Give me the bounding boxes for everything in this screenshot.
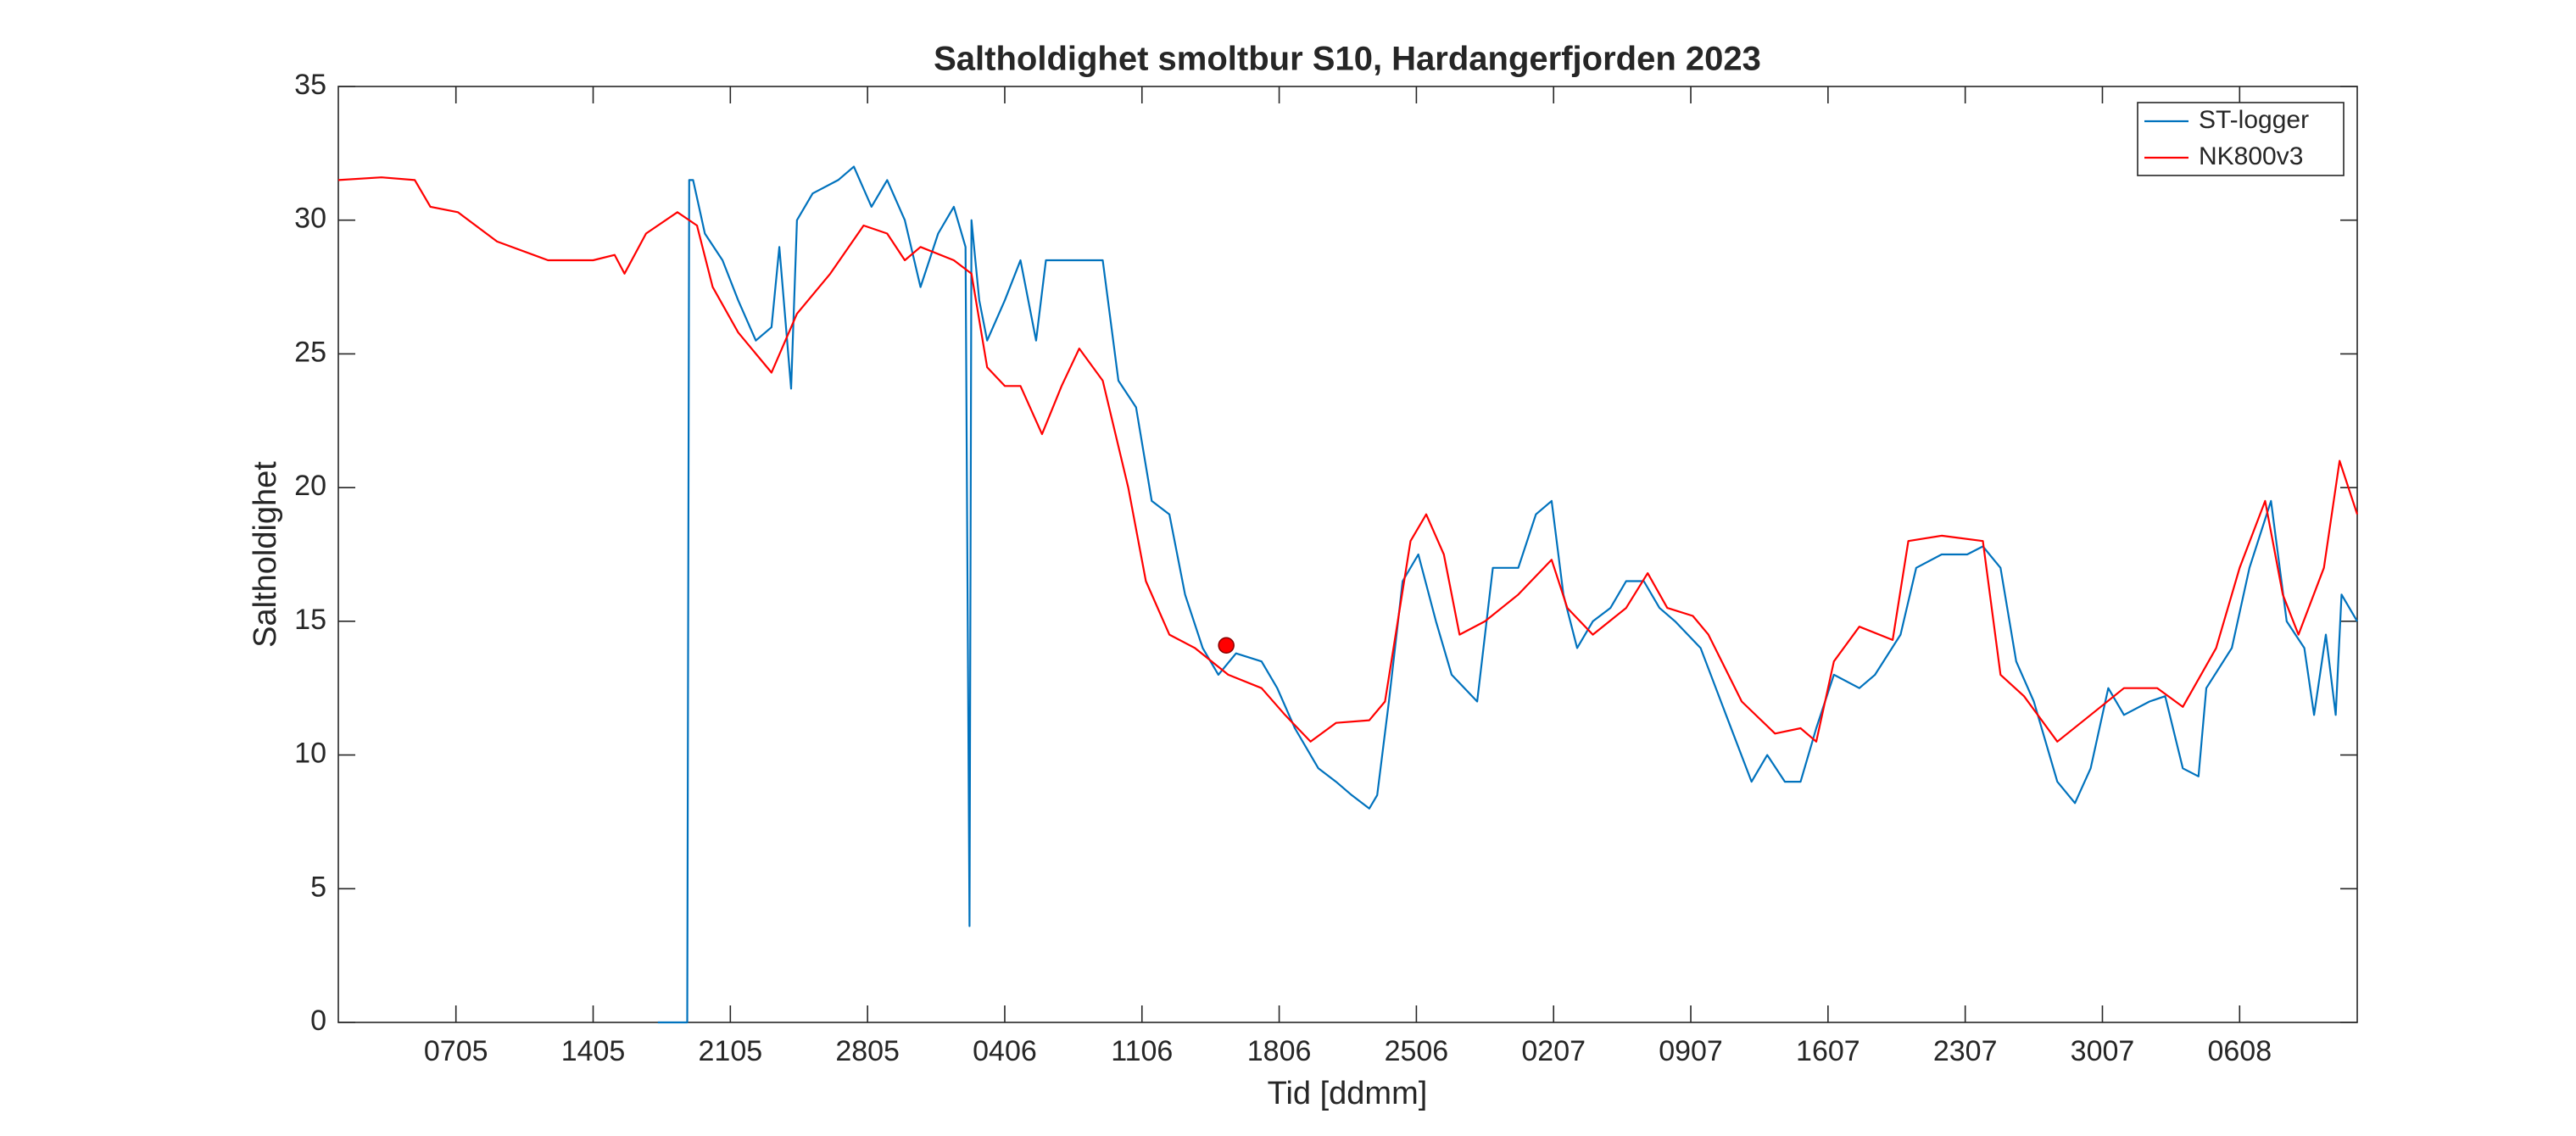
x-tick-label: 2307 [1933,1035,1998,1067]
x-tick-label: 0705 [424,1035,488,1067]
y-tick-label: 10 [294,738,326,770]
legend-label: NK800v3 [2199,142,2303,170]
legend-label: ST-logger [2199,106,2309,134]
y-tick-label: 25 [294,336,326,368]
legend-box [2137,102,2345,176]
marker-point [1218,637,1235,654]
x-tick-label: 0608 [2207,1035,2272,1067]
x-tick-label: 1806 [1247,1035,1312,1067]
y-tick-label: 0 [310,1005,326,1037]
x-tick-label: 2105 [699,1035,763,1067]
x-tick-label: 0406 [973,1035,1037,1067]
y-tick-label: 15 [294,604,326,636]
x-tick-label: 2805 [835,1035,900,1067]
series-line [337,176,2359,743]
y-axis-label: Saltholdighet [248,461,283,648]
x-tick-label: 1405 [561,1035,626,1067]
chart-title: Saltholdighet smoltbur S10, Hardangerfjo… [934,41,1761,78]
y-tick-label: 35 [294,69,326,101]
x-tick-label: 1106 [1111,1035,1173,1067]
x-axis-label: Tid [ddmm] [1268,1076,1428,1111]
plot-box [337,86,2358,1023]
x-tick-label: 0207 [1521,1035,1586,1067]
y-tick-label: 30 [294,203,326,235]
x-tick-label: 1607 [1796,1035,1860,1067]
y-tick-label: 5 [310,871,326,903]
x-tick-label: 3007 [2071,1035,2135,1067]
x-tick-label: 2506 [1385,1035,1449,1067]
x-tick-label: 0907 [1659,1035,1723,1067]
series-line [657,165,2358,1024]
y-tick-label: 20 [294,470,326,502]
